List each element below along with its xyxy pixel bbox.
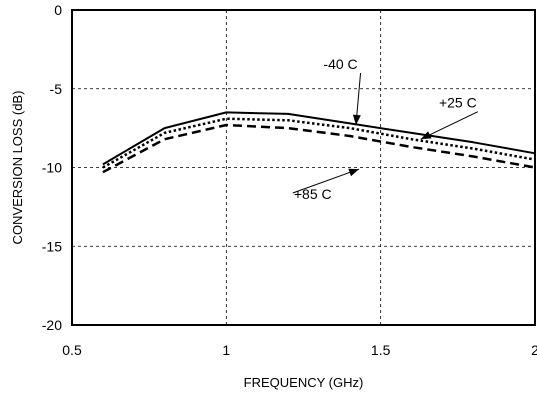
x-tick-label: 2 (531, 342, 537, 358)
annotation-arrowhead (348, 168, 360, 177)
y-axis-label: CONVERSION LOSS (dB) (10, 91, 25, 245)
series-line-25c (102, 117, 536, 169)
x-axis-label: FREQUENCY (GHz) (244, 375, 364, 390)
annotation-label: +85 C (294, 186, 332, 202)
x-tick-label: 1 (222, 342, 230, 358)
y-tick-label: -10 (42, 160, 62, 176)
annotations: -40 C +25 C +85 C (292, 56, 479, 202)
plot-frame (71, 9, 536, 326)
y-tick-label: 0 (54, 2, 62, 18)
series-line-40c (102, 111, 536, 166)
y-tick-label: -15 (42, 238, 62, 254)
y-tick-label: -5 (50, 81, 63, 97)
grid-lines (72, 10, 535, 325)
annotation-arrowhead (420, 131, 432, 140)
annotation-arrowhead (352, 114, 361, 125)
series-line-85c (102, 123, 536, 174)
y-tick-label: -20 (42, 317, 62, 333)
x-tick-label: 0.5 (62, 342, 82, 358)
annotation-arrow-line (292, 168, 360, 194)
x-tick-label: 1.5 (371, 342, 391, 358)
annotation-arrow-line (420, 111, 479, 140)
annotation-label: +25 C (439, 95, 477, 111)
series-lines (102, 111, 536, 174)
tick-labels: 0.5 1 1.5 2 -20 -15 -10 -5 0 (42, 2, 537, 358)
annotation-label: -40 C (323, 56, 357, 72)
